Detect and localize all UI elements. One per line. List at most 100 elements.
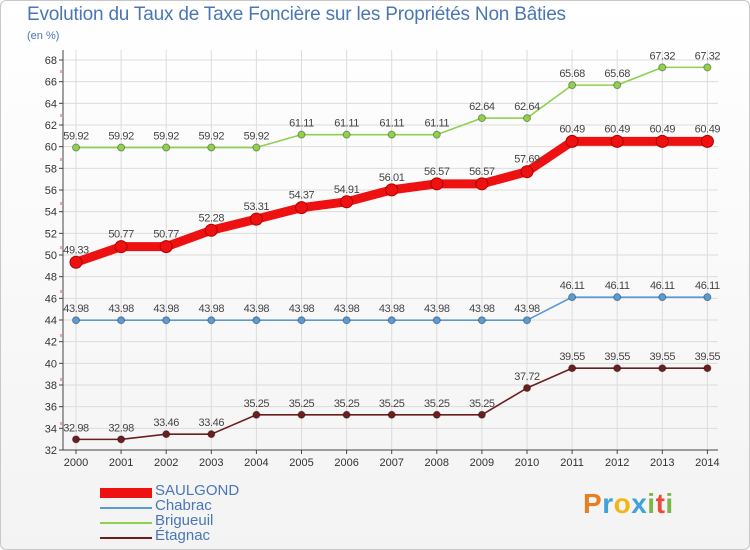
data-point-etagnac (568, 364, 577, 373)
x-tick-label: 2002 (154, 457, 178, 469)
data-point-chabrac (477, 316, 486, 325)
data-label-saulgond: 50.77 (153, 229, 179, 241)
data-label-chabrac: 43.98 (379, 303, 405, 315)
data-label-chabrac: 43.98 (63, 303, 89, 315)
data-label-etagnac: 33.46 (153, 417, 179, 429)
x-tick-label: 2005 (289, 457, 313, 469)
data-point-etagnac (162, 430, 171, 439)
x-tick-label: 2013 (650, 457, 674, 469)
data-point-saulgond (295, 201, 308, 215)
data-point-etagnac (342, 410, 351, 419)
data-point-brigueuil (658, 63, 667, 72)
data-label-chabrac: 46.11 (650, 280, 675, 292)
data-label-saulgond: 60.49 (604, 123, 630, 135)
x-tick-label: 2006 (334, 457, 358, 469)
data-point-brigueuil (703, 63, 712, 72)
data-label-chabrac: 43.98 (108, 303, 134, 315)
data-point-saulgond (204, 223, 218, 237)
data-label-etagnac: 39.55 (695, 351, 721, 363)
data-point-chabrac (342, 316, 351, 325)
chart-title: Evolution du Taux de Taxe Foncière sur l… (27, 4, 566, 25)
y-tick-label: 54 (45, 207, 57, 219)
legend-swatch-chabrac (100, 507, 152, 509)
data-point-saulgond (385, 183, 399, 197)
data-label-brigueuil: 65.68 (559, 68, 585, 80)
data-label-saulgond: 56.01 (379, 172, 405, 184)
data-point-etagnac (613, 364, 622, 373)
data-point-etagnac (72, 435, 80, 444)
y-tick-label: 38 (45, 380, 57, 392)
data-point-saulgond (159, 240, 173, 254)
x-tick-label: 2014 (695, 457, 719, 469)
data-point-chabrac (523, 316, 531, 325)
logo-letter: t (655, 488, 666, 519)
legend-swatch-saulgond (100, 488, 152, 498)
x-tick-label: 2001 (109, 457, 133, 469)
data-label-brigueuil: 62.64 (469, 101, 495, 113)
data-point-chabrac (162, 316, 171, 325)
data-label-saulgond: 57.69 (514, 154, 540, 166)
y-tick-label: 36 (45, 402, 57, 414)
data-label-brigueuil: 67.32 (650, 50, 676, 62)
data-label-brigueuil: 65.68 (604, 68, 630, 80)
logo-letter: x (631, 488, 648, 519)
data-label-etagnac: 39.55 (650, 351, 676, 363)
data-label-saulgond: 56.57 (424, 166, 450, 178)
data-label-saulgond: 52.28 (199, 212, 225, 224)
x-tick-label: 2007 (379, 457, 403, 469)
data-label-saulgond: 53.31 (244, 201, 270, 213)
data-label-etagnac: 39.55 (559, 351, 585, 363)
y-tick-label: 62 (45, 120, 57, 132)
data-point-brigueuil (117, 143, 126, 152)
data-label-saulgond: 54.37 (289, 190, 315, 202)
y-tick-label: 68 (45, 55, 57, 67)
y-tick-label: 48 (45, 272, 57, 284)
data-point-brigueuil (432, 130, 441, 139)
data-point-etagnac (523, 384, 531, 393)
data-point-saulgond (520, 165, 534, 179)
data-point-saulgond (700, 134, 714, 148)
data-label-chabrac: 43.98 (514, 303, 540, 315)
data-label-etagnac: 35.25 (334, 398, 360, 410)
data-point-chabrac (252, 316, 261, 325)
data-label-brigueuil: 61.11 (334, 118, 359, 130)
data-point-chabrac (703, 293, 712, 302)
data-point-brigueuil (613, 81, 622, 90)
legend-label-brigueuil: Brigueuil (155, 512, 214, 529)
data-point-brigueuil (252, 143, 261, 152)
data-label-chabrac: 46.11 (605, 280, 630, 292)
data-label-brigueuil: 59.92 (153, 131, 179, 143)
data-point-brigueuil (162, 143, 171, 152)
data-point-etagnac (207, 430, 216, 439)
data-label-etagnac: 32.98 (108, 422, 134, 434)
y-tick-label: 32 (45, 445, 57, 457)
x-tick-label: 2010 (515, 457, 539, 469)
unit-label: (en %) (27, 30, 60, 42)
data-label-brigueuil: 61.11 (424, 118, 449, 130)
data-point-brigueuil (342, 130, 351, 139)
data-point-chabrac (658, 293, 667, 302)
data-label-brigueuil: 62.64 (514, 101, 540, 113)
data-point-chabrac (297, 316, 306, 325)
data-point-etagnac (477, 410, 486, 419)
data-label-chabrac: 43.98 (244, 303, 270, 315)
data-point-chabrac (613, 293, 622, 302)
data-point-etagnac (703, 364, 712, 373)
y-tick-label: 44 (45, 315, 57, 327)
y-tick-label: 40 (45, 358, 57, 370)
data-label-etagnac: 35.25 (379, 398, 405, 410)
logo-letter: P (583, 488, 603, 519)
y-tick-label: 34 (45, 423, 57, 435)
data-label-saulgond: 60.49 (559, 123, 585, 135)
y-tick-label: 66 (45, 77, 57, 89)
data-label-etagnac: 35.25 (424, 398, 450, 410)
data-point-chabrac (117, 316, 126, 325)
data-point-saulgond (69, 255, 83, 269)
y-tick-label: 64 (45, 98, 57, 110)
legend-swatch-brigueuil (100, 522, 152, 524)
y-tick-label: 46 (45, 293, 57, 305)
data-label-etagnac: 39.55 (604, 351, 630, 363)
data-point-chabrac (568, 293, 577, 302)
